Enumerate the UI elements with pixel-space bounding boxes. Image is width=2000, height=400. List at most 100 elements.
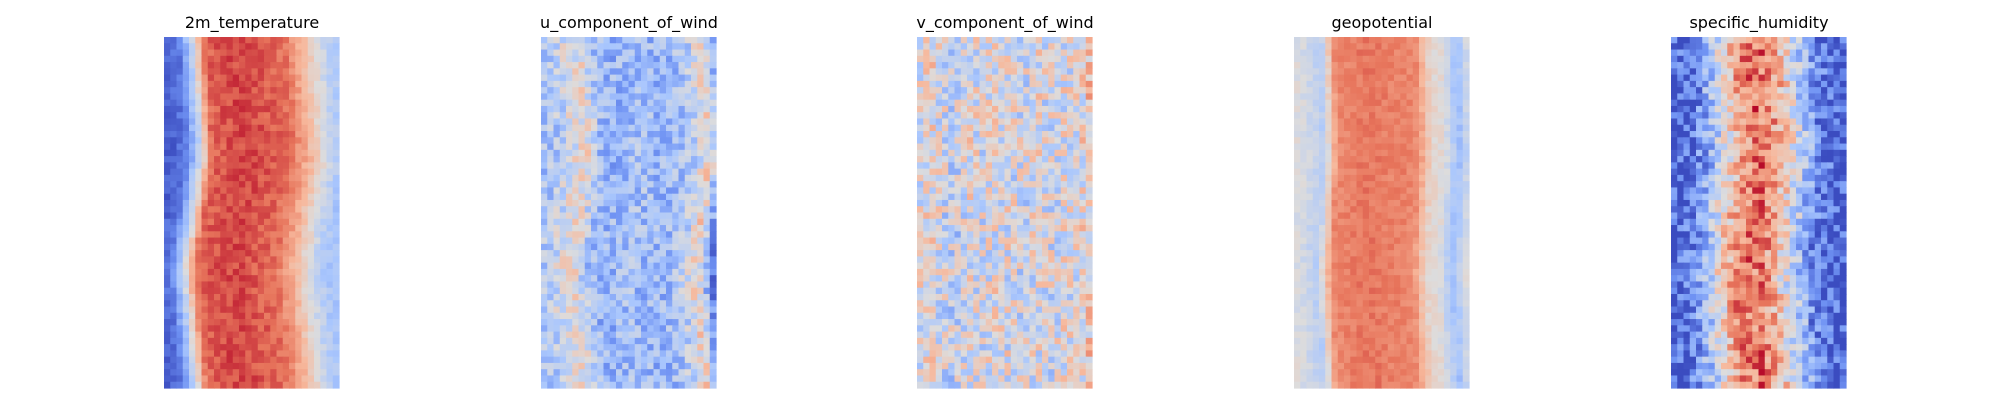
heatmap-cell (232, 206, 240, 214)
heatmap-cell (1331, 74, 1339, 82)
heatmap-cell (314, 74, 321, 82)
heatmap-cell (1073, 212, 1081, 220)
heatmap-cell (251, 281, 259, 289)
heatmap-cell (622, 105, 630, 113)
heatmap-cell (935, 300, 943, 308)
heatmap-cell (207, 281, 215, 289)
heatmap-cell (245, 225, 253, 232)
heatmap-cell (239, 237, 246, 245)
heatmap-cell (960, 156, 968, 163)
heatmap-cell (1073, 369, 1081, 377)
heatmap-cell (985, 181, 993, 189)
heatmap-cell (697, 37, 705, 44)
heatmap-cell (1023, 131, 1031, 138)
heatmap-cell (628, 68, 636, 76)
heatmap-cell (653, 206, 661, 214)
heatmap-cell (1406, 37, 1414, 44)
heatmap-cell (647, 181, 655, 189)
heatmap-cell (1381, 93, 1389, 101)
heatmap-cell (973, 237, 981, 245)
heatmap-cell (1067, 181, 1074, 189)
heatmap-cell (1017, 187, 1024, 195)
heatmap-cell (960, 369, 968, 377)
heatmap-cell (684, 231, 692, 239)
heatmap-cell (603, 381, 611, 389)
heatmap-cell (1450, 43, 1458, 51)
heatmap-cell (609, 199, 617, 207)
heatmap-cell (541, 124, 548, 132)
heatmap-cell (973, 369, 981, 377)
heatmap-cell (170, 287, 178, 295)
heatmap-cell (985, 293, 993, 301)
heatmap-cell (641, 243, 648, 251)
heatmap-cell (659, 337, 667, 345)
heatmap-cell (214, 237, 221, 245)
heatmap-cell (226, 43, 234, 51)
heatmap-cell (979, 87, 987, 95)
heatmap-cell (942, 293, 949, 301)
heatmap-cell (1017, 80, 1024, 88)
heatmap-cell (214, 218, 221, 226)
heatmap-cell (616, 112, 623, 120)
heatmap-cell (1437, 62, 1445, 69)
heatmap-cell (1085, 325, 1093, 333)
heatmap-cell (214, 49, 221, 57)
heatmap-cell (1048, 331, 1056, 339)
heatmap-cell (314, 362, 321, 370)
heatmap-cell (603, 37, 611, 44)
heatmap-cell (282, 300, 290, 308)
heatmap-cell (214, 350, 221, 358)
heatmap-cell (954, 168, 962, 176)
heatmap-cell (220, 143, 228, 151)
heatmap-cell (929, 55, 937, 63)
heatmap-cell (314, 225, 321, 232)
heatmap-cell (245, 181, 253, 189)
heatmap-cell (653, 181, 661, 189)
heatmap-cell (239, 306, 246, 314)
heatmap-cell (967, 156, 974, 163)
heatmap-cell (276, 243, 284, 251)
heatmap-cell (1067, 243, 1074, 251)
heatmap-cell (697, 293, 705, 301)
heatmap-cell (307, 137, 315, 145)
heatmap-cell (207, 337, 215, 345)
heatmap-cell (220, 319, 228, 326)
heatmap-cell (653, 105, 661, 113)
heatmap-cell (992, 356, 999, 364)
heatmap-cell (1331, 62, 1339, 69)
heatmap-cell (634, 55, 642, 63)
heatmap-cell (1060, 181, 1068, 189)
heatmap-cell (647, 243, 655, 251)
heatmap-cell (270, 375, 278, 383)
heatmap-cell (960, 162, 968, 170)
heatmap-cell (929, 350, 937, 358)
heatmap-cell (1067, 262, 1074, 270)
heatmap-cell (954, 206, 962, 214)
heatmap-cell (220, 118, 228, 126)
heatmap-cell (232, 237, 240, 245)
heatmap-cell (942, 168, 949, 176)
heatmap-cell (1017, 281, 1024, 289)
heatmap-cell (973, 231, 981, 239)
heatmap-cell (578, 137, 586, 145)
heatmap-cell (541, 137, 548, 145)
heatmap-cell (584, 162, 592, 170)
heatmap-cell (541, 37, 548, 44)
heatmap-cell (578, 131, 586, 138)
heatmap-cell (1294, 43, 1301, 51)
heatmap-cell (960, 74, 968, 82)
heatmap-cell (973, 131, 981, 138)
heatmap-cell (628, 225, 636, 232)
heatmap-cell (578, 319, 586, 326)
heatmap-cell (541, 350, 548, 358)
heatmap-cell (189, 231, 196, 239)
heatmap-cell (998, 225, 1006, 232)
heatmap-cell (1419, 37, 1426, 44)
heatmap-cell (164, 325, 171, 333)
heatmap-cell (923, 162, 931, 170)
heatmap-cell (641, 149, 648, 157)
heatmap-cell (609, 168, 617, 176)
heatmap-cell (709, 256, 717, 264)
heatmap-cell (195, 250, 203, 257)
heatmap-cell (935, 80, 943, 88)
